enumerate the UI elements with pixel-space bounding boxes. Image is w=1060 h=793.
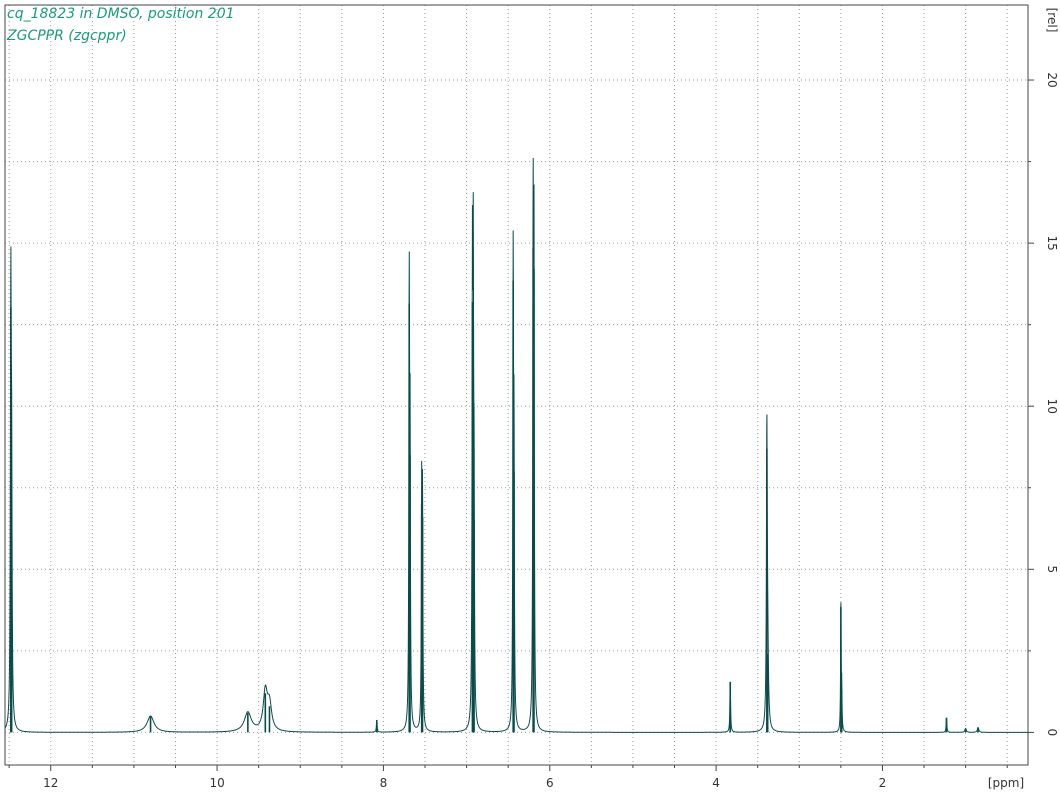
y-tick-label: 20 [1045,72,1059,87]
y-tick-label: 5 [1045,565,1059,573]
x-tick-label: 8 [380,776,388,790]
y-axis: 0 5 10 15 20 [1028,72,1059,736]
y-tick-label: 10 [1045,399,1059,414]
spectrum-title-line2: ZGCPPR (zgcppr) [7,28,127,44]
plot-border [4,4,1029,766]
y-tick-label: 0 [1045,729,1059,737]
x-tick-label: 2 [879,776,887,790]
x-axis-label: [ppm] [988,776,1024,790]
grid [5,5,1028,765]
y-axis-label: [rel] [1045,8,1059,33]
plot-frame [4,4,1029,766]
spectrum-trace [4,158,1028,733]
x-tick-label: 6 [546,776,554,790]
x-tick-label: 10 [209,776,224,790]
spectrum-title-line1: cq_18823 in DMSO, position 201 [7,6,235,22]
x-tick-label: 12 [43,776,58,790]
x-axis: 12 10 8 6 4 2 [8,765,1008,790]
spectrum-layer [4,158,1028,733]
x-tick-label: 4 [712,776,720,790]
y-tick-label: 15 [1045,235,1059,250]
